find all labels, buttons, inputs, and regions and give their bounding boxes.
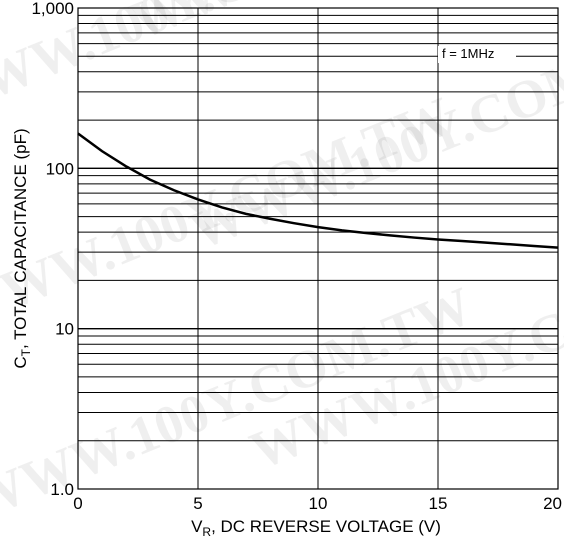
x-tick-label: 10 [309, 494, 328, 513]
y-tick-label: 10 [55, 320, 74, 339]
x-axis-title: VR, DC REVERSE VOLTAGE (V) [191, 517, 441, 539]
x-tick-label: 0 [73, 494, 82, 513]
x-axis-title-base: V [191, 517, 203, 536]
y-axis-title: CT, TOTAL CAPACITANCE (pF) [11, 128, 33, 368]
y-tick-label: 1,000 [31, 0, 74, 18]
frequency-annotation: f = 1MHz [442, 46, 494, 61]
y-tick-label: 1.0 [50, 480, 74, 499]
watermark: WWW.100Y.COM.TWWWW.100Y.COM.TWWWW.100Y.C… [0, 0, 564, 531]
x-tick-label: 20 [543, 494, 562, 513]
x-tick-label: 15 [429, 494, 448, 513]
y-axis-title-rest: , TOTAL CAPACITANCE (pF) [11, 128, 30, 349]
x-axis-ticks: 0 5 10 15 20 [73, 494, 562, 513]
x-axis-title-sub: R [202, 525, 211, 539]
x-axis-title-rest: , DC REVERSE VOLTAGE (V) [211, 517, 441, 536]
x-tick-label: 5 [193, 494, 202, 513]
y-tick-label: 100 [46, 159, 74, 178]
y-axis-title-base: C [11, 356, 30, 368]
legend-box: f = 1MHz [438, 46, 516, 63]
